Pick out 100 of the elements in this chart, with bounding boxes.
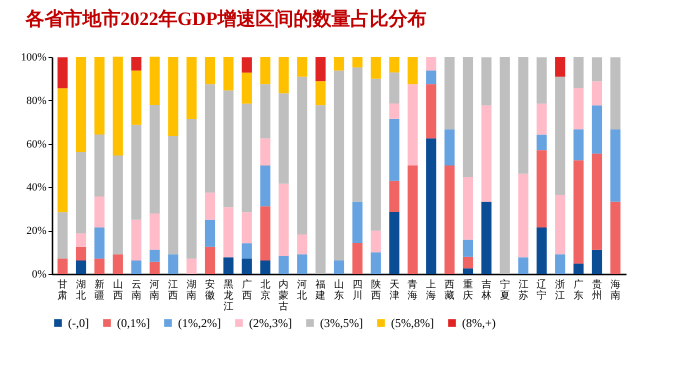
x-tick-label: 新疆	[94, 278, 104, 302]
x-tick-label: 山东	[334, 278, 344, 302]
bar	[610, 202, 620, 274]
bar	[58, 258, 68, 274]
bar	[150, 56, 160, 105]
x-tick-label: 天津	[389, 280, 400, 302]
bar	[389, 180, 400, 212]
bar	[573, 88, 584, 130]
x-tick-label: 辽宁	[536, 278, 547, 302]
bar	[555, 76, 566, 196]
bar	[610, 129, 620, 202]
bar	[204, 57, 216, 84]
x-tick-label: 湖南	[186, 278, 197, 302]
bar	[112, 56, 123, 156]
y-tick-label: 100%	[20, 52, 46, 64]
bar	[131, 220, 142, 260]
bar	[444, 129, 455, 166]
bar	[462, 177, 474, 240]
bar	[297, 254, 308, 274]
bar	[444, 57, 455, 130]
bar	[352, 57, 362, 68]
bar	[408, 166, 418, 274]
bar	[462, 268, 474, 274]
bar	[536, 228, 547, 274]
bar	[58, 88, 68, 212]
bar	[462, 57, 474, 177]
bar	[223, 57, 234, 90]
bar	[58, 212, 68, 259]
legend-label: (5%,8%]	[391, 316, 434, 330]
bar	[58, 57, 68, 88]
bar	[131, 124, 142, 220]
legend-label: (8%,+)	[462, 316, 496, 330]
bar	[260, 84, 270, 138]
bar	[204, 246, 216, 274]
bar	[186, 258, 197, 274]
bar	[408, 57, 418, 84]
x-tick-label: 广东	[574, 278, 584, 302]
bar	[242, 72, 252, 104]
bar	[334, 57, 344, 71]
x-tick-label: 贵州	[592, 278, 602, 302]
bar	[573, 57, 584, 88]
x-tick-label: 黑龙江	[223, 280, 234, 312]
x-tick-label: 内蒙古	[278, 278, 289, 312]
legend-label: (-,0]	[68, 316, 89, 330]
bar	[573, 129, 584, 160]
bar	[462, 240, 474, 257]
bar	[150, 250, 160, 262]
bar	[150, 262, 160, 274]
bar	[76, 57, 86, 152]
bar	[186, 57, 197, 120]
bar	[260, 166, 270, 206]
bar	[352, 67, 362, 202]
bar	[76, 233, 86, 247]
bar	[94, 258, 105, 274]
bar	[260, 260, 270, 274]
bar	[518, 257, 528, 274]
bar	[242, 258, 252, 274]
y-tick-label: 60%	[26, 138, 46, 150]
bar	[389, 103, 400, 119]
x-tick-label: 江西	[168, 278, 178, 302]
bar	[168, 136, 178, 254]
bar	[592, 57, 602, 82]
bar	[278, 256, 289, 274]
bar	[242, 212, 252, 244]
bar	[555, 254, 566, 274]
bar	[462, 256, 474, 268]
bar	[610, 57, 620, 130]
bar	[242, 104, 252, 212]
bar	[444, 166, 455, 274]
y-tick-label: 20%	[26, 225, 46, 238]
bar	[260, 138, 270, 166]
x-tick-label: 四川	[352, 280, 362, 302]
x-tick-label: 广西	[242, 278, 252, 302]
bar	[370, 57, 381, 79]
bar	[94, 196, 105, 228]
x-tick-label: 云南	[131, 280, 142, 302]
bar	[131, 70, 142, 125]
bar	[76, 152, 86, 234]
bar	[150, 104, 160, 214]
bar	[334, 260, 344, 274]
bar	[408, 84, 418, 166]
bar	[592, 105, 602, 154]
bar	[204, 192, 216, 220]
bar	[112, 156, 123, 254]
bar	[278, 57, 289, 94]
bar	[186, 119, 197, 259]
bar	[426, 57, 436, 71]
x-tick-label: 西藏	[444, 280, 455, 302]
bar	[536, 104, 547, 135]
bar	[352, 242, 362, 274]
bar	[316, 105, 326, 274]
bar	[223, 257, 234, 274]
bar	[500, 57, 510, 274]
x-tick-label: 北京	[260, 278, 270, 302]
x-tick-label: 河北	[297, 278, 308, 302]
bar	[242, 243, 252, 259]
bar	[389, 212, 400, 274]
bar	[76, 246, 86, 260]
bar	[592, 154, 602, 250]
x-tick-label: 上海	[426, 278, 436, 302]
